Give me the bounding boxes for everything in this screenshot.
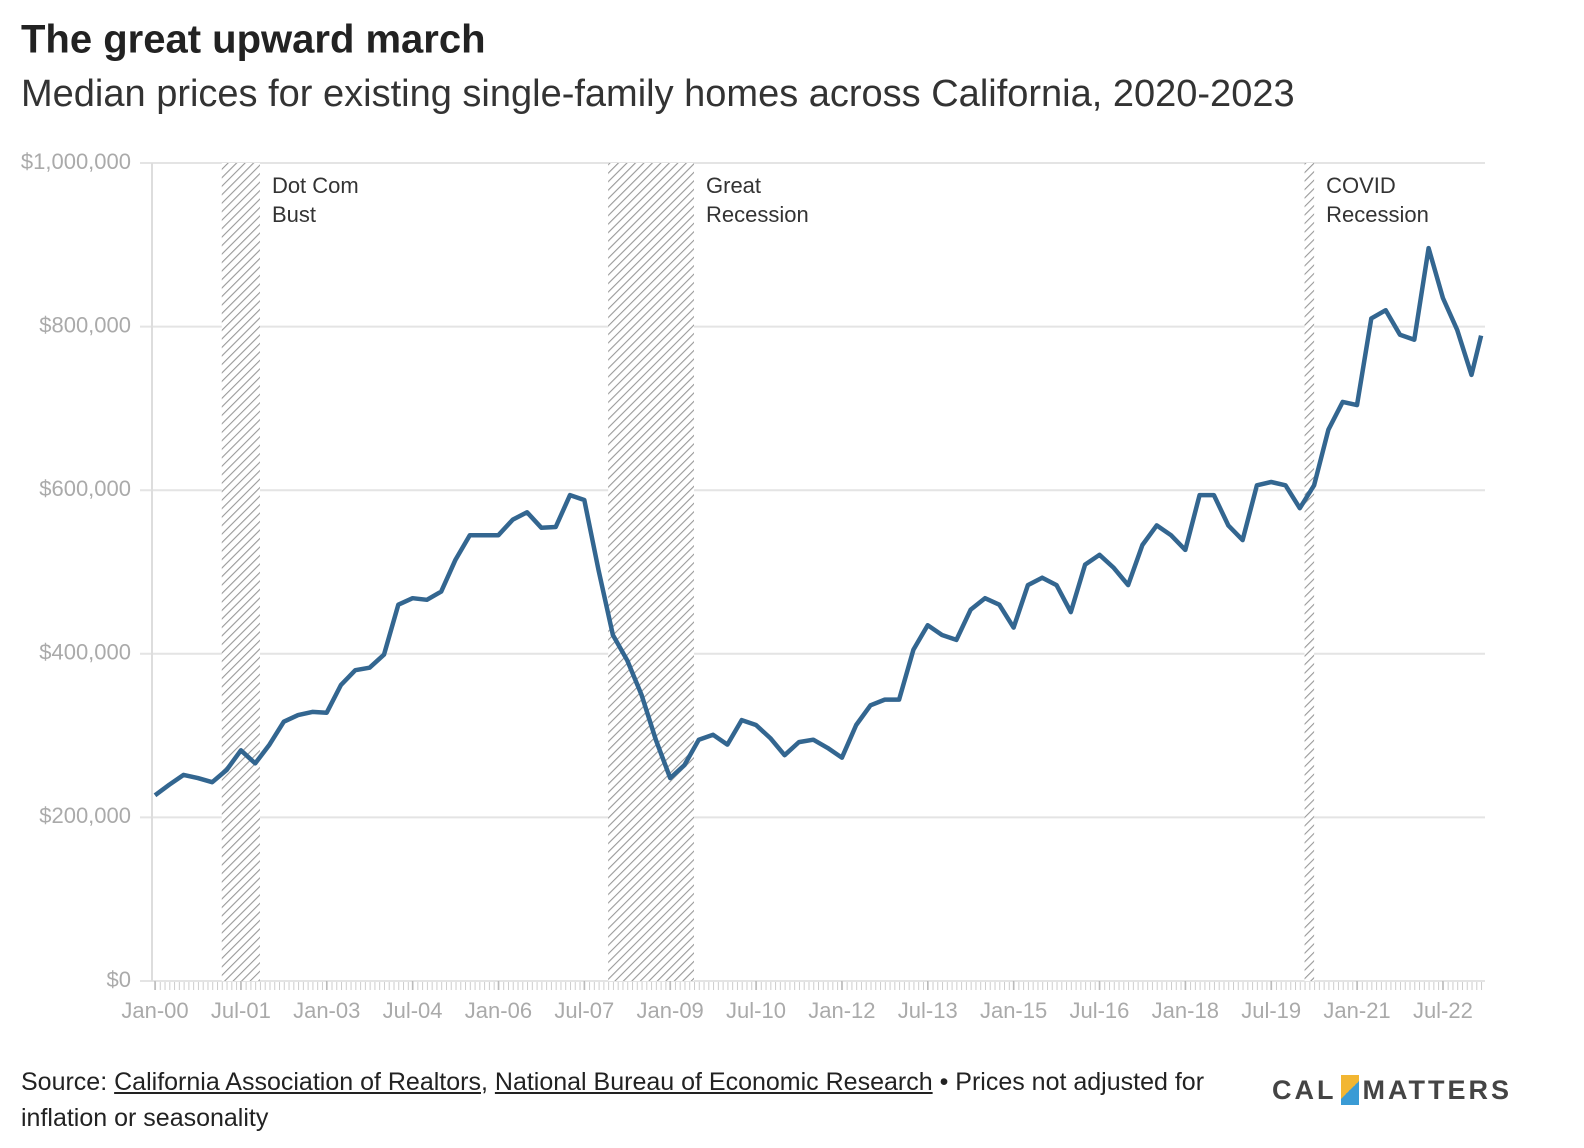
recession-band: [1304, 163, 1315, 981]
x-tick-label: Jul-16: [1069, 998, 1129, 1023]
source: Source: California Association of Realto…: [21, 1064, 1251, 1136]
logo: CAL MATTERS: [1272, 1075, 1512, 1106]
chart: The great upward march Median prices for…: [21, 18, 1485, 1023]
x-tick-label: Jan-15: [980, 998, 1047, 1023]
chart-title: The great upward march: [21, 18, 486, 62]
minor-ticks: [152, 982, 1485, 990]
x-tick-label: Jan-00: [121, 998, 188, 1023]
recession-label: Great: [706, 173, 761, 198]
logo-mark: [1340, 1075, 1359, 1105]
logo-text: CAL: [1272, 1075, 1337, 1105]
logo-text: MATTERS: [1362, 1075, 1512, 1105]
recession-label: Bust: [272, 202, 316, 227]
source-text: Source:: [21, 1068, 108, 1096]
source-text: ,: [480, 1068, 488, 1096]
y-tick-label: $1,000,000: [21, 149, 131, 174]
x-tick-label: Jul-13: [898, 998, 958, 1023]
y-tick-label: $200,000: [39, 803, 131, 828]
source-link[interactable]: California Association of Realtors: [114, 1068, 481, 1096]
x-tick-label: Jul-22: [1413, 998, 1473, 1023]
source-link[interactable]: National Bureau of Economic Research: [494, 1068, 933, 1096]
x-tick-label: Jul-19: [1241, 998, 1301, 1023]
x-tick-label: Jan-09: [637, 998, 704, 1023]
x-tick-label: Jan-06: [465, 998, 532, 1023]
recession-label: Dot Com: [272, 173, 359, 198]
y-tick-label: $600,000: [39, 476, 131, 501]
x-tick-label: Jan-03: [293, 998, 360, 1023]
recession-band: [221, 163, 260, 981]
x-tick-label: Jan-12: [808, 998, 875, 1023]
price-line: [153, 245, 1484, 798]
recession-band: [608, 163, 695, 981]
chart-subtitle: Median prices for existing single-family…: [21, 73, 1295, 115]
recession-label: COVID: [1326, 173, 1396, 198]
x-tick-label: Jul-04: [383, 998, 443, 1023]
x-tick-label: Jan-21: [1323, 998, 1390, 1023]
y-tick-label: $800,000: [39, 312, 131, 337]
x-tick-label: Jul-01: [211, 998, 271, 1023]
recession-label: Recession: [1326, 202, 1429, 227]
source-text: • Prices not adjusted for inflation or s…: [21, 1068, 1205, 1132]
recession-label: Recession: [706, 202, 809, 227]
y-tick-label: $400,000: [39, 640, 131, 665]
y-tick-label: $0: [107, 967, 131, 992]
x-tick-label: Jul-07: [554, 998, 614, 1023]
x-tick-label: Jan-18: [1152, 998, 1219, 1023]
x-tick-label: Jul-10: [726, 998, 786, 1023]
